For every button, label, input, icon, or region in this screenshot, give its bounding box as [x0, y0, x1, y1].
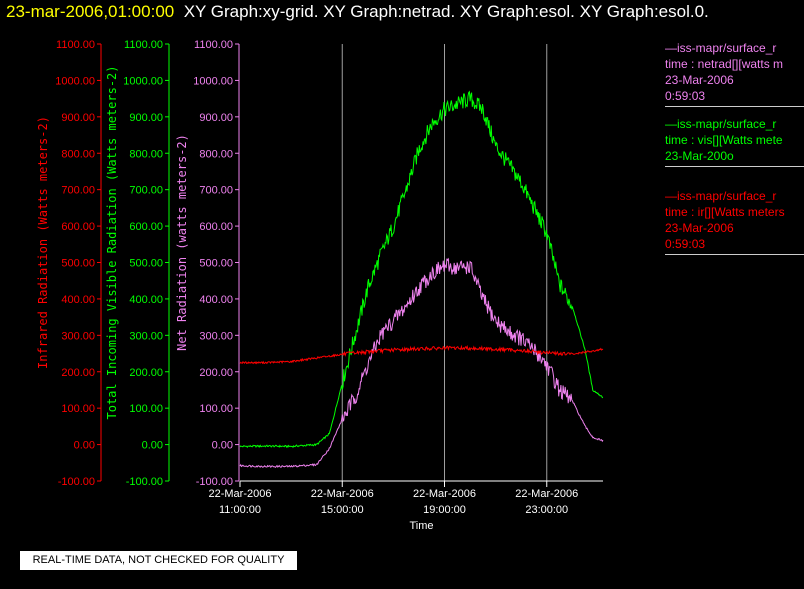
legend-line: —iss-mapr/surface_r [665, 41, 777, 55]
legend-separator [665, 106, 804, 107]
y-tick-label: 200.00 [129, 367, 163, 379]
y-tick-label: 1100.00 [124, 39, 163, 51]
legend-line: time : ir[][Watts meters [665, 205, 785, 219]
y-tick-label: 600.00 [61, 221, 95, 233]
y-tick-label: 1100.00 [194, 39, 233, 51]
legend-line: 0:59:03 [665, 89, 706, 103]
header-graphs: XY Graph:xy-grid. XY Graph:netrad. XY Gr… [183, 2, 709, 21]
y-tick-label: 200.00 [199, 367, 233, 379]
legend-line: —iss-mapr/surface_r [665, 189, 777, 203]
y-tick-label: 500.00 [199, 258, 233, 270]
y-tick-label: 300.00 [61, 330, 95, 342]
header-timestamp: 23-mar-2006,01:00:00 [6, 2, 175, 21]
y-tick-label: 700.00 [129, 185, 163, 197]
x-tick-label: 23:00:00 [525, 504, 568, 516]
y-tick-label: 1100.00 [56, 39, 95, 51]
legend-line: 23-Mar-2006 [665, 73, 734, 87]
y-axis-label: Total Incoming Visible Radiation (Watts … [105, 65, 119, 419]
x-tick-label: 22-Mar-2006 [209, 488, 272, 500]
legend-line: time : vis[][Watts mete [665, 133, 783, 147]
series-line [239, 257, 604, 468]
y-tick-label: -100.00 [58, 476, 95, 488]
y-tick-label: 0.00 [212, 440, 233, 452]
legend-line: 23-Mar-2006 [665, 221, 734, 235]
y-tick-label: 0.00 [74, 440, 95, 452]
y-tick-label: 600.00 [199, 221, 233, 233]
x-tick-label: 19:00:00 [423, 504, 466, 516]
y-tick-label: 300.00 [199, 330, 233, 342]
y-tick-label: 100.00 [129, 403, 163, 415]
y-tick-label: 900.00 [199, 112, 233, 124]
y-tick-label: 900.00 [61, 112, 95, 124]
y-tick-label: 400.00 [61, 294, 95, 306]
y-tick-label: -100.00 [126, 476, 163, 488]
y-tick-label: 900.00 [129, 112, 163, 124]
y-tick-label: 100.00 [199, 403, 233, 415]
y-axis-label: Net Radiation (watts meters-2) [175, 134, 189, 351]
y-tick-label: 800.00 [61, 148, 95, 160]
x-tick-label: 22-Mar-2006 [515, 488, 578, 500]
y-tick-label: 500.00 [129, 258, 163, 270]
series-line [239, 344, 604, 365]
y-tick-label: -100.00 [196, 476, 233, 488]
y-tick-label: 0.00 [142, 440, 163, 452]
legend-line: 23-Mar-200o [665, 149, 734, 163]
y-axis-label: Infrared Radiation (Watts meters-2) [36, 116, 50, 369]
x-tick-label: 15:00:00 [321, 504, 364, 516]
y-tick-label: 600.00 [129, 221, 163, 233]
y-tick-label: 400.00 [199, 294, 233, 306]
series-line [239, 90, 604, 449]
header-title: 23-mar-2006,01:00:00 XY Graph:xy-grid. X… [6, 2, 709, 22]
quality-notice: REAL-TIME DATA, NOT CHECKED FOR QUALITY [20, 551, 297, 570]
y-tick-label: 300.00 [129, 330, 163, 342]
y-tick-label: 100.00 [61, 403, 95, 415]
legend-separator [665, 166, 804, 167]
y-tick-label: 700.00 [61, 185, 95, 197]
y-tick-label: 500.00 [61, 258, 95, 270]
y-tick-label: 1000.00 [123, 75, 163, 87]
legend-line: 0:59:03 [665, 237, 706, 251]
y-tick-label: 1000.00 [55, 75, 95, 87]
x-tick-label: 11:00:00 [219, 504, 261, 516]
legend-line: time : netrad[][watts m [665, 57, 784, 71]
y-tick-label: 800.00 [199, 148, 233, 160]
y-tick-label: 200.00 [61, 367, 95, 379]
y-tick-label: 1000.00 [193, 75, 233, 87]
y-tick-label: 800.00 [129, 148, 163, 160]
legend-separator [665, 254, 804, 255]
x-axis-label: Time [409, 520, 433, 532]
x-tick-label: 22-Mar-2006 [413, 488, 476, 500]
x-tick-label: 22-Mar-2006 [311, 488, 374, 500]
legend-line: —iss-mapr/surface_r [665, 117, 777, 131]
y-tick-label: 400.00 [129, 294, 163, 306]
y-tick-label: 700.00 [199, 185, 233, 197]
